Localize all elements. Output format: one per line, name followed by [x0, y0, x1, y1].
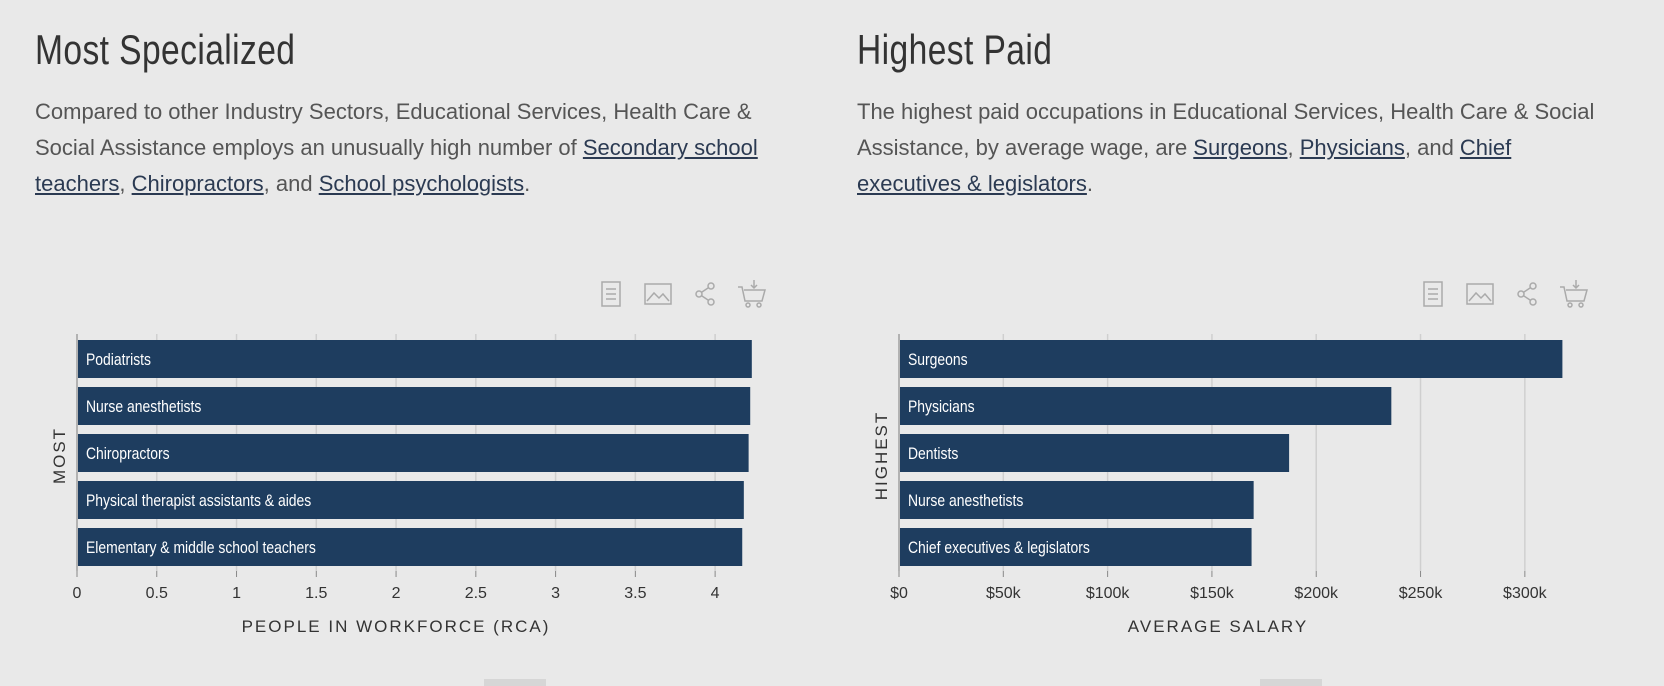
x-tick-label: $0: [890, 585, 908, 602]
document-icon[interactable]: [595, 278, 627, 310]
x-tick-label: $150k: [1190, 585, 1235, 602]
x-tick-label: 3.5: [624, 585, 646, 602]
share-icon[interactable]: [689, 278, 721, 310]
link-chiropractors[interactable]: Chiropractors: [131, 171, 264, 196]
bar-label: Chiropractors: [86, 445, 170, 464]
x-axis-label: AVERAGE SALARY: [1128, 617, 1308, 636]
bar[interactable]: [78, 340, 752, 378]
bar[interactable]: [900, 481, 1254, 519]
bar-label: Podiatrists: [86, 351, 151, 370]
link-school-psychologists[interactable]: School psychologists: [318, 171, 525, 196]
share-icon[interactable]: [1511, 278, 1543, 310]
link-physicians[interactable]: Physicians: [1299, 135, 1405, 160]
bar[interactable]: [78, 481, 744, 519]
x-tick-label: $200k: [1294, 585, 1339, 602]
x-tick-label: 2: [392, 585, 401, 602]
section-description: The highest paid occupations in Educatio…: [857, 99, 1595, 196]
document-icon[interactable]: [1417, 278, 1449, 310]
chart-toolbar: [595, 278, 805, 314]
chart-toolbar: [1417, 278, 1627, 314]
scroll-tab[interactable]: [484, 679, 546, 686]
x-tick-label: 0: [73, 585, 82, 602]
section-title: Highest Paid: [857, 26, 1053, 73]
x-axis-label: PEOPLE IN WORKFORCE (RCA): [242, 617, 551, 636]
link-surgeons[interactable]: Surgeons: [1193, 135, 1288, 160]
link-chief-executives[interactable]: Chief executives & legislators: [857, 135, 1512, 196]
x-tick-label: 1: [232, 585, 241, 602]
image-icon[interactable]: [1464, 278, 1496, 310]
bar-label: Elementary & middle school teachers: [86, 539, 316, 558]
bar-label: Dentists: [908, 445, 959, 464]
cart-download-icon[interactable]: [1558, 278, 1590, 310]
section-description: Compared to other Industry Sectors, Educ…: [35, 99, 758, 196]
bar[interactable]: [78, 528, 743, 566]
most-specialized-section: Most Specialized Compared to other Indus…: [35, 0, 795, 686]
cart-download-icon[interactable]: [736, 278, 768, 310]
x-tick-label: 4: [711, 585, 720, 602]
x-tick-label: $50k: [986, 585, 1022, 602]
x-tick-label: 3: [551, 585, 560, 602]
bar[interactable]: [78, 387, 751, 425]
section-title: Most Specialized: [35, 26, 296, 73]
rca-bar-chart: 0 0.5 1 1.5 2 2.5 3 3.5 4 Podiatrists Nurse anesth…: [50, 334, 752, 636]
bar[interactable]: [900, 528, 1252, 566]
bar[interactable]: [78, 434, 749, 472]
bar[interactable]: [900, 434, 1290, 472]
bar[interactable]: [900, 387, 1392, 425]
x-tick-label: $100k: [1086, 585, 1131, 602]
bar-label: Chief executives & legislators: [908, 539, 1090, 558]
link-secondary-school-teachers[interactable]: Secondary school teachers: [35, 135, 758, 196]
x-tick-label: 1.5: [305, 585, 327, 602]
y-axis-label: HIGHEST: [872, 411, 891, 501]
x-tick-label: $250k: [1399, 585, 1444, 602]
image-icon[interactable]: [642, 278, 674, 310]
salary-bar-chart: $0 $50k $100k $150k $200k $250k $300k Surgeons P…: [872, 334, 1563, 636]
bar-label: Physical therapist assistants & aides: [86, 492, 311, 511]
highest-paid-section: Highest Paid The highest paid occupation…: [857, 0, 1617, 686]
bar-label: Physicians: [908, 398, 975, 417]
x-tick-label: $300k: [1503, 585, 1548, 602]
y-axis-label: MOST: [50, 427, 69, 484]
bar-label: Surgeons: [908, 351, 968, 370]
bar-label: Nurse anesthetists: [86, 398, 202, 417]
x-tick-label: 2.5: [465, 585, 487, 602]
x-tick-label: 0.5: [146, 585, 168, 602]
bar-label: Nurse anesthetists: [908, 492, 1024, 511]
bar[interactable]: [900, 340, 1563, 378]
scroll-tab[interactable]: [1260, 679, 1322, 686]
